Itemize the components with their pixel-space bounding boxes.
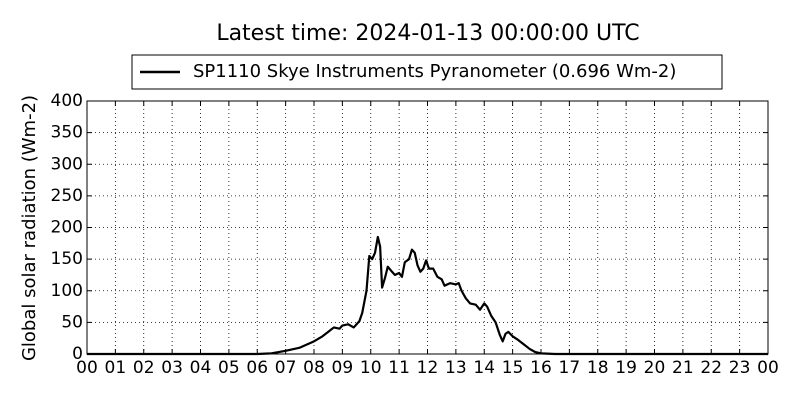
- y-tick-label: 350: [51, 123, 83, 143]
- x-tick-label: 06: [246, 358, 268, 378]
- y-tick-label: 0: [72, 344, 83, 364]
- x-tick-label: 09: [332, 358, 354, 378]
- x-tick-label: 20: [644, 358, 666, 378]
- x-tick-label: 01: [105, 358, 127, 378]
- x-tick-label: 19: [615, 358, 637, 378]
- series-line: [87, 235, 768, 356]
- x-tick-label: 00: [76, 358, 98, 378]
- x-tick-label: 21: [672, 358, 694, 378]
- y-tick-label: 250: [51, 186, 83, 206]
- x-tick-label: 07: [275, 358, 297, 378]
- x-tick-label: 18: [587, 358, 609, 378]
- x-tick-label: 17: [559, 358, 581, 378]
- x-tick-label: 15: [502, 358, 524, 378]
- x-tick-label: 00: [757, 358, 779, 378]
- x-tick-label: 03: [161, 358, 183, 378]
- x-tick-label: 02: [133, 358, 155, 378]
- y-tick-label: 300: [51, 154, 83, 174]
- x-tick-label: 04: [190, 358, 212, 378]
- x-tick-label: 23: [729, 358, 751, 378]
- x-tick-label: 10: [360, 358, 382, 378]
- x-tick-label: 12: [417, 358, 439, 378]
- y-tick-label: 50: [61, 312, 83, 332]
- x-tick-label: 08: [303, 358, 325, 378]
- legend-label: SP1110 Skye Instruments Pyranometer (0.6…: [193, 61, 676, 82]
- legend: [131, 54, 723, 90]
- x-tick-label: 22: [700, 358, 722, 378]
- x-tick-label: 16: [530, 358, 552, 378]
- x-tick-label: 05: [218, 358, 240, 378]
- y-tick-label: 150: [51, 249, 83, 269]
- x-tick-label: 11: [388, 358, 410, 378]
- x-tick-label: 13: [445, 358, 467, 378]
- y-axis-label: Global solar radiation (Wm-2): [19, 95, 40, 361]
- y-tick-label: 100: [51, 281, 83, 301]
- x-tick-label: 14: [473, 358, 495, 378]
- y-tick-label: 400: [51, 91, 83, 111]
- plot-frame: [86, 100, 769, 355]
- chart-title: Latest time: 2024-01-13 00:00:00 UTC: [216, 21, 639, 46]
- y-tick-label: 200: [51, 218, 83, 238]
